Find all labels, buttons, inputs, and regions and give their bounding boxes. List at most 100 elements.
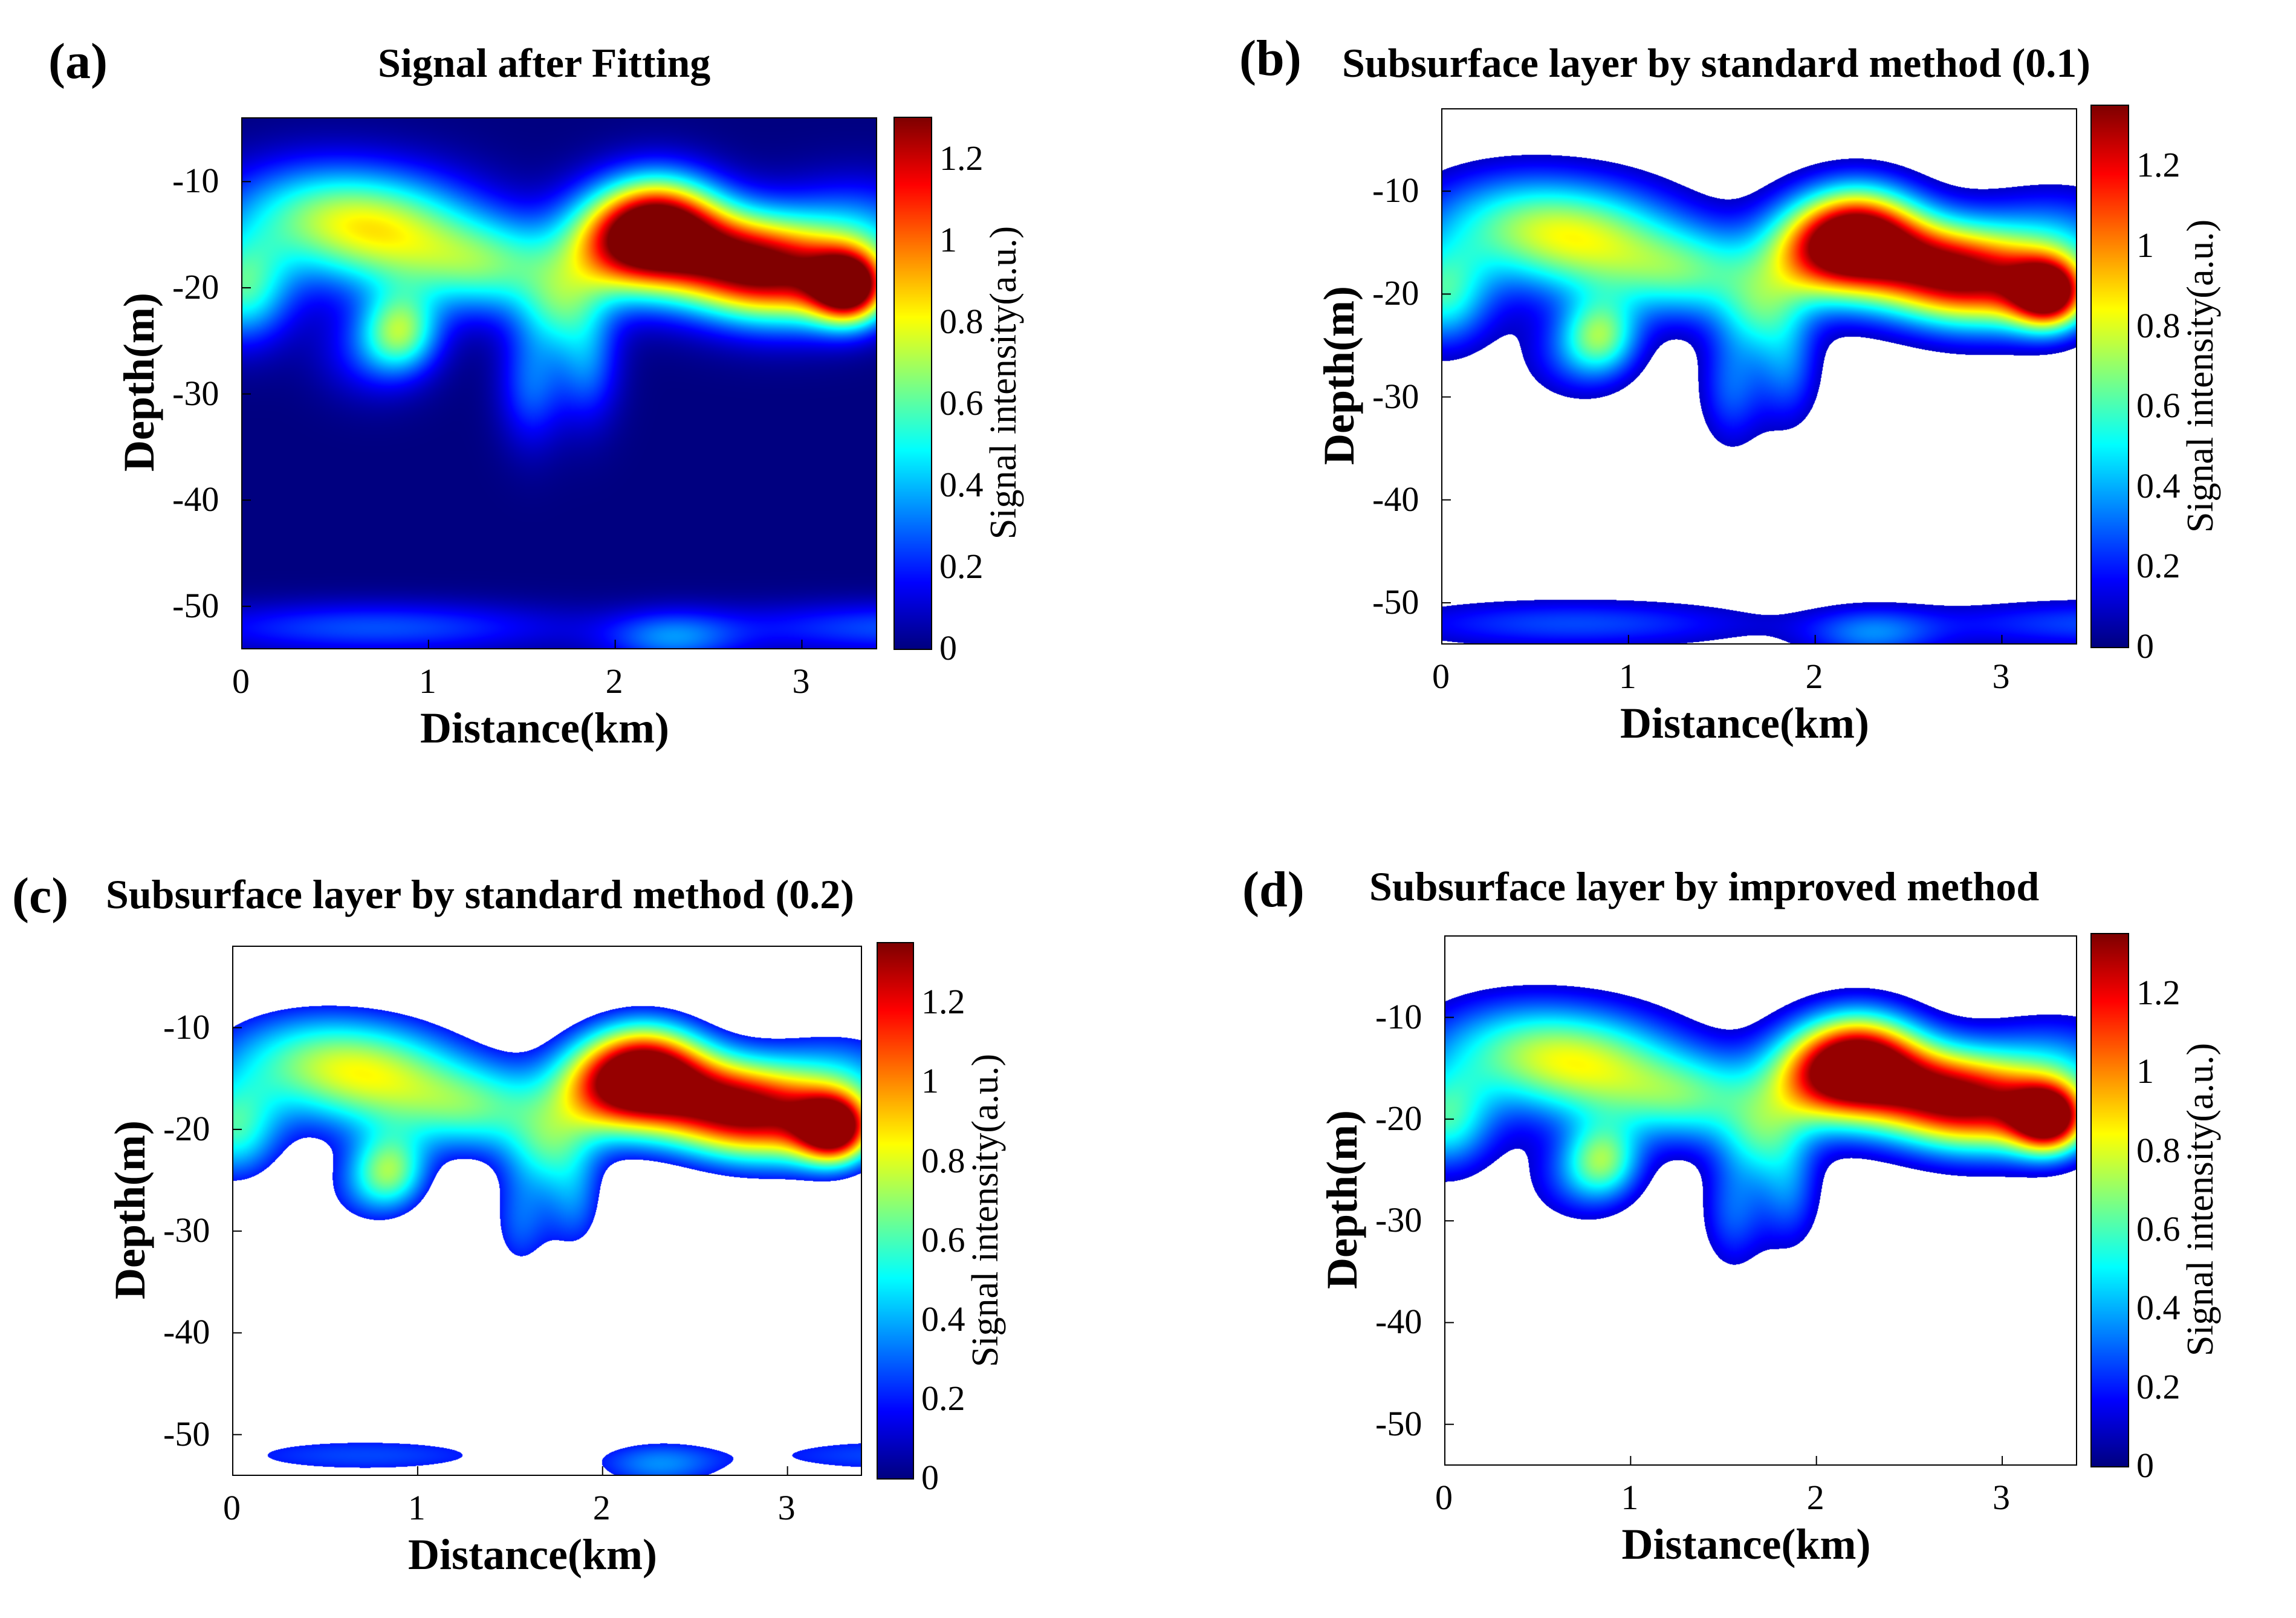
y-tick-label: -40 <box>172 479 219 519</box>
y-tick-label: -40 <box>1372 479 1419 519</box>
x-tick-label: 3 <box>777 1488 796 1527</box>
y-tick-label: -30 <box>163 1210 210 1250</box>
axes-frame <box>241 117 877 649</box>
colorbar-tick-label: 1.2 <box>939 138 984 178</box>
axes-frame <box>1444 935 2077 1466</box>
colorbar-tick-label: 0.8 <box>921 1140 965 1180</box>
y-tick-label: -20 <box>1375 1098 1422 1138</box>
y-tick-label: -50 <box>163 1414 210 1454</box>
x-axis-title: Distance(km) <box>408 1530 657 1579</box>
axes <box>241 117 877 649</box>
axes <box>1441 108 2077 645</box>
colorbar-tick-label: 1.2 <box>2136 972 2181 1012</box>
colorbar-tick-label: 1 <box>2136 226 2154 265</box>
x-tick-label: 0 <box>1432 657 1450 696</box>
y-axis-title: Depth(m) <box>1318 1110 1366 1289</box>
colorbar-tick-label: 0.4 <box>939 464 984 504</box>
y-tick-label: -30 <box>172 373 219 413</box>
colorbar-tick-label: 0 <box>2136 626 2154 666</box>
y-axis-title: Depth(m) <box>115 293 163 472</box>
x-tick-label: 1 <box>407 1488 426 1527</box>
y-tick-label: -10 <box>172 161 219 201</box>
panel-label: (a) <box>48 33 108 89</box>
heatmap-image <box>1445 936 2077 1465</box>
colorbar-tick-label: 1 <box>939 219 957 259</box>
x-tick-label: 3 <box>1992 657 2010 696</box>
colorbar-tick-label: 0.2 <box>939 546 984 586</box>
panel-label: (d) <box>1242 862 1305 918</box>
colorbar-tick-label: 0.4 <box>2136 466 2181 505</box>
colorbar-tick-label: 0.6 <box>2136 1209 2181 1249</box>
colorbar-label: Signal intensity(a.u.) <box>965 1053 1007 1367</box>
axes <box>232 946 862 1476</box>
colorbar-tick-label: 0 <box>921 1458 939 1497</box>
x-tick-label: 2 <box>592 1488 611 1527</box>
x-axis-title: Distance(km) <box>420 704 669 752</box>
heatmap-image <box>242 118 877 649</box>
colorbar-tick-label: 0.6 <box>939 383 984 423</box>
y-tick-label: -40 <box>1375 1302 1422 1342</box>
panel-title: Subsurface layer by standard method (0.2… <box>106 871 854 917</box>
axes-frame <box>232 946 862 1476</box>
colorbar-tick-label: 0.6 <box>2136 386 2181 426</box>
colorbar <box>2090 105 2129 648</box>
x-tick-label: 0 <box>223 1488 241 1527</box>
y-tick-label: -10 <box>163 1007 210 1047</box>
panel-label: (b) <box>1239 30 1302 86</box>
x-tick-label: 3 <box>792 661 810 701</box>
colorbar-tick-label: 1.2 <box>2136 145 2181 185</box>
y-tick-label: -50 <box>1375 1403 1422 1443</box>
panel-title: Subsurface layer by improved method <box>1369 863 2040 909</box>
x-tick-label: 3 <box>1993 1478 2011 1517</box>
y-tick-label: -30 <box>1372 376 1419 416</box>
y-tick-label: -20 <box>1372 273 1419 313</box>
y-tick-label: -30 <box>1375 1200 1422 1240</box>
x-tick-label: 0 <box>232 661 250 701</box>
x-tick-label: 0 <box>1435 1478 1453 1517</box>
x-tick-label: 2 <box>605 661 623 701</box>
panel-title: Subsurface layer by standard method (0.1… <box>1342 40 2090 86</box>
y-tick-label: -50 <box>172 585 219 625</box>
heatmap-image <box>233 946 861 1475</box>
colorbar-tick-label: 0 <box>2136 1446 2154 1485</box>
y-tick-label: -20 <box>172 267 219 307</box>
y-tick-label: -10 <box>1375 996 1422 1036</box>
y-tick-label: -20 <box>163 1108 210 1148</box>
y-tick-label: -10 <box>1372 171 1419 210</box>
colorbar-tick-label: 0.8 <box>2136 1130 2181 1170</box>
panel-title: Signal after Fitting <box>378 40 711 86</box>
y-tick-label: -50 <box>1372 582 1419 622</box>
colorbar-tick-label: 1.2 <box>921 982 965 1022</box>
heatmap-image <box>1442 109 2077 644</box>
colorbar-tick-label: 0.2 <box>2136 546 2181 586</box>
colorbar-tick-label: 0 <box>939 628 957 668</box>
axes-frame <box>1441 108 2077 645</box>
x-axis-title: Distance(km) <box>1621 1520 1871 1568</box>
x-tick-label: 1 <box>418 661 436 701</box>
colorbar-tick-label: 1 <box>2136 1051 2154 1091</box>
y-tick-label: -40 <box>163 1312 210 1352</box>
colorbar-tick-label: 0.4 <box>2136 1288 2181 1328</box>
x-tick-label: 1 <box>1618 657 1636 696</box>
colorbar <box>893 117 932 650</box>
y-axis-title: Depth(m) <box>1315 285 1363 465</box>
panel-label: (c) <box>12 868 69 924</box>
x-tick-label: 1 <box>1621 1478 1639 1517</box>
colorbar-label: Signal intensity(a.u.) <box>983 226 1025 540</box>
colorbar-label: Signal intensity(a.u.) <box>2180 219 2222 533</box>
colorbar <box>2090 933 2129 1467</box>
axes <box>1444 935 2077 1466</box>
colorbar-tick-label: 0.4 <box>921 1299 965 1339</box>
colorbar-tick-label: 0.8 <box>939 301 984 341</box>
y-axis-title: Depth(m) <box>106 1120 154 1299</box>
colorbar-tick-label: 0.8 <box>2136 305 2181 345</box>
colorbar-tick-label: 0.2 <box>921 1378 965 1418</box>
colorbar-tick-label: 0.2 <box>2136 1366 2181 1406</box>
x-tick-label: 2 <box>1805 657 1823 696</box>
colorbar-tick-label: 0.6 <box>921 1220 965 1259</box>
colorbar-label: Signal intensity(a.u.) <box>2180 1042 2222 1357</box>
colorbar <box>877 942 914 1480</box>
colorbar-tick-label: 1 <box>921 1061 939 1101</box>
x-axis-title: Distance(km) <box>1620 699 1869 747</box>
